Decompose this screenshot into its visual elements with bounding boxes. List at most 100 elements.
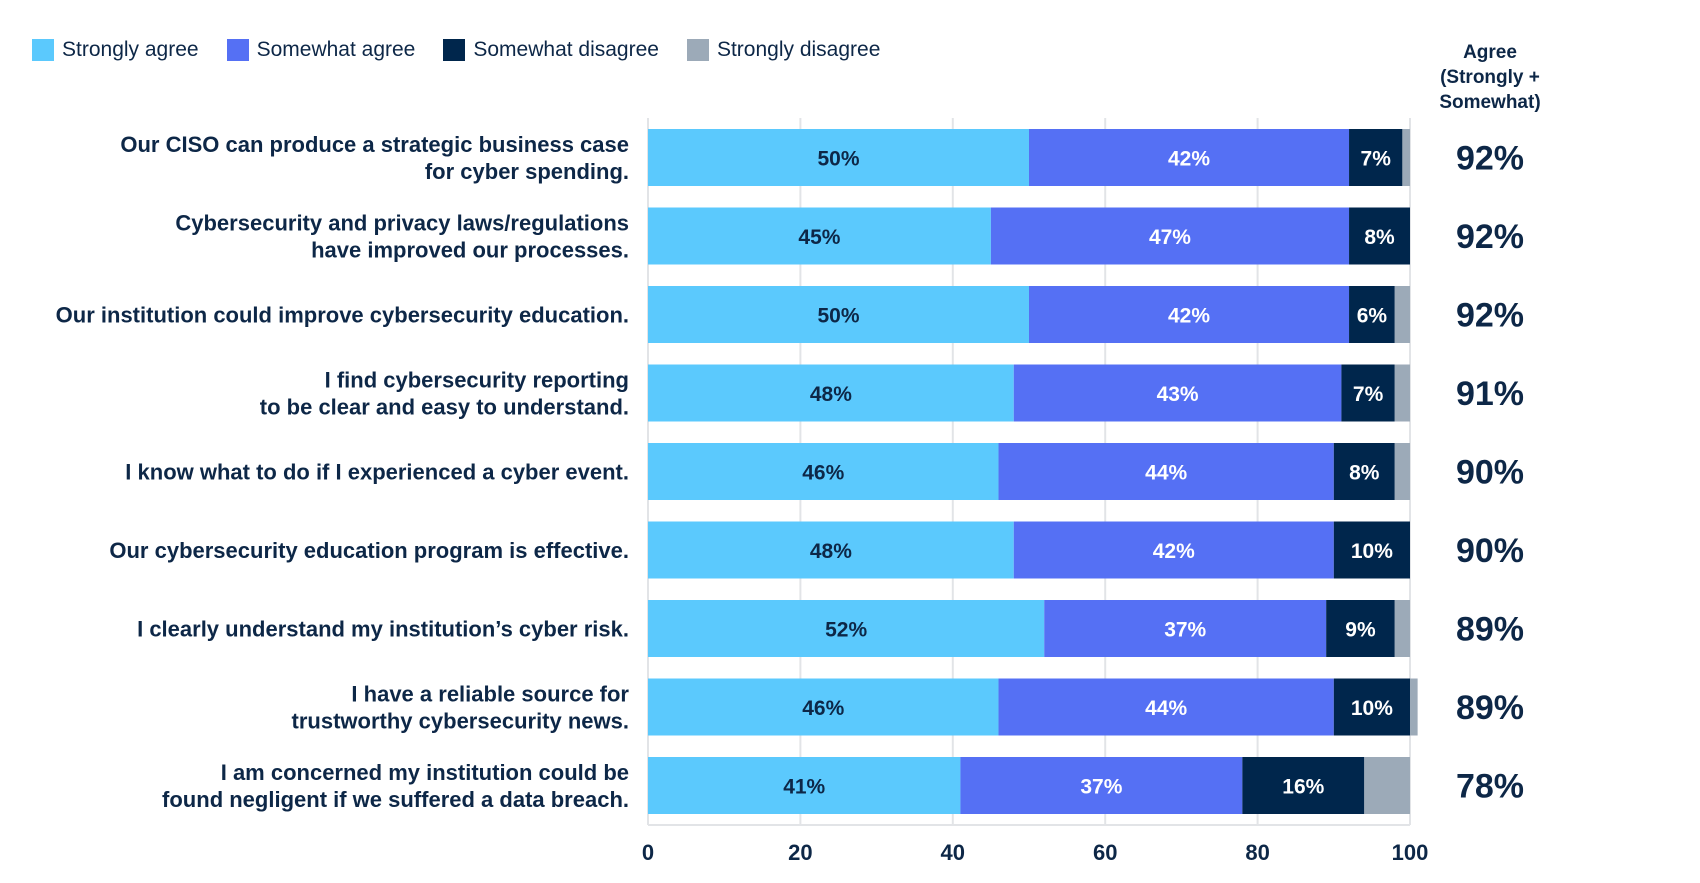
data-label: 42%	[1153, 540, 1195, 563]
data-label: 10%	[1351, 540, 1393, 563]
category-label: I clearly understand my institution’s cy…	[137, 617, 629, 642]
data-label: 46%	[802, 462, 844, 485]
agree-total-value: 90%	[1456, 532, 1524, 570]
bar-segment-strongly-disagree	[1402, 129, 1410, 186]
agree-total-header: Agree (Strongly + Somewhat)	[1420, 40, 1560, 115]
category-label: Our cybersecurity education program is e…	[109, 538, 629, 563]
bar-segment-somewhat-disagree	[1341, 364, 1395, 422]
bar-segment-somewhat-disagree	[1333, 678, 1410, 736]
bar-segment-somewhat-agree	[1013, 364, 1342, 422]
legend: Strongly agree Somewhat agree Somewhat dis…	[32, 38, 880, 62]
legend-label: Somewhat disagree	[473, 38, 659, 61]
agree-total-value: 89%	[1456, 611, 1524, 649]
category-label: trustworthy cybersecurity news.	[292, 709, 629, 734]
legend-swatch	[32, 39, 54, 61]
data-label: 41%	[783, 776, 825, 799]
bar-segment-strongly-disagree	[1394, 443, 1410, 500]
bar-segment-strongly-disagree	[1394, 364, 1410, 422]
data-label: 50%	[817, 148, 859, 171]
data-label: 8%	[1364, 226, 1395, 249]
category-label: I find cybersecurity reporting	[325, 368, 629, 393]
legend-label: Strongly agree	[62, 38, 199, 61]
x-tick-label: 0	[642, 840, 654, 865]
bar-segment-strongly-agree	[648, 207, 991, 265]
data-label: 6%	[1357, 305, 1388, 328]
agree-total-value: 92%	[1456, 140, 1524, 178]
data-label: 44%	[1145, 462, 1187, 485]
bar-segment-somewhat-agree	[1044, 600, 1327, 657]
bar-segment-somewhat-agree	[998, 678, 1334, 736]
bar-segment-somewhat-agree	[998, 443, 1334, 500]
agree-header-line: Agree	[1463, 42, 1517, 63]
bar-segment-somewhat-agree	[1013, 521, 1334, 579]
agree-total-value: 78%	[1456, 768, 1524, 806]
bar-segment-somewhat-agree	[1029, 129, 1350, 186]
data-label: 7%	[1361, 148, 1392, 171]
bar-segment-strongly-disagree	[1394, 286, 1410, 343]
x-tick-label: 60	[1093, 840, 1117, 865]
data-label: 37%	[1080, 776, 1122, 799]
data-label: 42%	[1168, 148, 1210, 171]
x-tick-label: 20	[788, 840, 812, 865]
data-label: 43%	[1157, 383, 1199, 406]
data-label: 46%	[802, 697, 844, 720]
data-label: 52%	[825, 619, 867, 642]
bar-segment-strongly-agree	[648, 286, 1029, 343]
bar-segment-somewhat-disagree	[1349, 207, 1410, 265]
bar-segment-somewhat-agree	[990, 207, 1350, 265]
bar-segment-somewhat-disagree	[1349, 286, 1395, 343]
legend-label: Strongly disagree	[716, 38, 881, 61]
bar-segment-strongly-agree	[648, 443, 999, 500]
bar-segment-somewhat-disagree	[1242, 757, 1365, 814]
bar-segment-strongly-agree	[648, 364, 1014, 422]
bar-segment-somewhat-agree	[1029, 286, 1350, 343]
data-label: 48%	[810, 383, 852, 406]
data-label: 42%	[1168, 305, 1210, 328]
data-label: 47%	[1149, 226, 1191, 249]
data-label: 48%	[810, 540, 852, 563]
category-label: for cyber spending.	[425, 159, 629, 184]
data-label: 10%	[1351, 697, 1393, 720]
bar-segment-strongly-agree	[648, 129, 1029, 186]
bar-segment-somewhat-agree	[960, 757, 1243, 814]
data-label: 16%	[1282, 776, 1324, 799]
agree-total-value: 92%	[1456, 218, 1524, 256]
category-label: I have a reliable source for	[351, 682, 629, 707]
x-tick-label: 40	[941, 840, 965, 865]
bar-segment-strongly-disagree	[1410, 678, 1418, 736]
x-tick-label: 80	[1245, 840, 1269, 865]
agree-total-value: 89%	[1456, 689, 1524, 727]
bar-segment-somewhat-disagree	[1349, 129, 1403, 186]
bar-segment-strongly-agree	[648, 521, 1014, 579]
category-label: I am concerned my institution could be	[221, 760, 629, 785]
bar-segment-somewhat-disagree	[1326, 600, 1395, 657]
data-label: 7%	[1353, 383, 1384, 406]
legend-item: Somewhat agree	[226, 38, 416, 62]
bar-segment-somewhat-disagree	[1333, 521, 1410, 579]
category-label: to be clear and easy to understand.	[260, 395, 629, 420]
bar-segment-strongly-agree	[648, 678, 999, 736]
x-tick-label: 100	[1392, 840, 1429, 865]
bar-segment-strongly-agree	[648, 600, 1045, 657]
category-label: I know what to do if I experienced a cyb…	[125, 460, 629, 485]
data-label: 37%	[1164, 619, 1206, 642]
legend-swatch	[686, 39, 709, 61]
legend-label: Somewhat agree	[256, 38, 416, 61]
category-label: have improved our processes.	[311, 238, 629, 263]
category-label: Our CISO can produce a strategic busines…	[120, 132, 629, 157]
agree-total-value: 92%	[1456, 297, 1524, 335]
bar-segment-somewhat-disagree	[1333, 443, 1395, 500]
legend-item: Strongly agree	[32, 38, 199, 62]
legend-item: Somewhat disagree	[443, 38, 659, 62]
bar-segment-strongly-disagree	[1394, 600, 1410, 657]
category-label: Our institution could improve cybersecur…	[56, 303, 629, 328]
legend-item: Strongly disagree	[686, 38, 881, 62]
bar-segment-strongly-disagree	[1364, 757, 1410, 814]
data-label: 45%	[798, 226, 840, 249]
category-label: found negligent if we suffered a data br…	[162, 787, 629, 812]
agree-total-value: 90%	[1456, 454, 1524, 492]
data-label: 9%	[1345, 619, 1376, 642]
data-label: 8%	[1349, 462, 1380, 485]
agree-header-line: Somewhat)	[1439, 92, 1541, 113]
